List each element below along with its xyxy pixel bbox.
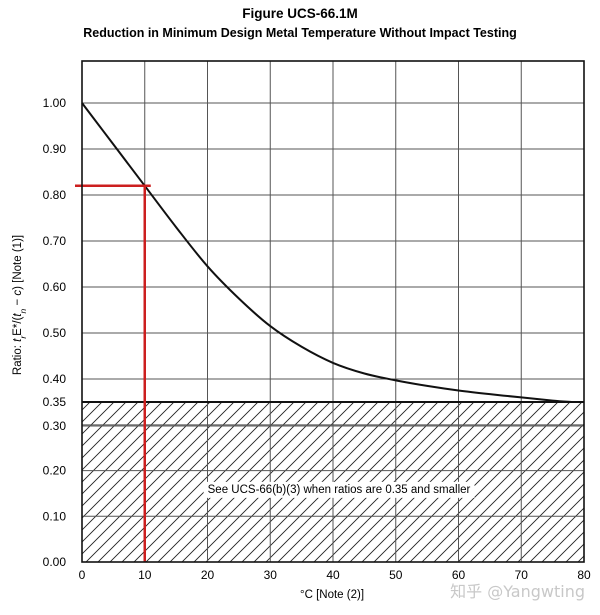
x-tick-label-50: 50 [389,568,403,582]
gridlines [82,61,584,562]
y-tick-label-0.20: 0.20 [43,464,67,478]
chart-subtitle: Reduction in Minimum Design Metal Temper… [83,26,516,40]
x-axis-ticks: 0 10 20 30 40 50 60 70 80 [79,568,591,582]
y-tick-label-0.90: 0.90 [43,142,67,156]
x-tick-label-70: 70 [515,568,529,582]
y-label-part-minus: − [12,296,24,309]
x-tick-label-60: 60 [452,568,466,582]
x-tick-label-20: 20 [201,568,215,582]
y-label-part-e: E*/( [12,316,24,335]
y-tick-label-1.00: 1.00 [43,96,67,110]
y-tick-label-0.40: 0.40 [43,372,67,386]
y-label-part-sub-r: r [18,335,28,339]
y-tick-label-0.70: 0.70 [43,234,67,248]
y-label-part-note: ) [Note (1)] [12,235,24,290]
annotation-note: See UCS-66(b)(3) when ratios are 0.35 an… [208,484,471,496]
y-tick-label-0.35: 0.35 [43,395,67,409]
y-label-part-sub-n: n [18,308,28,313]
y-label-part-t: t [12,338,24,342]
watermark: 知乎 @Yangwting [450,582,585,601]
y-label-part-c: c [12,290,24,296]
x-tick-label-0: 0 [79,568,86,582]
y-label-part-t2: t [12,313,24,317]
annotation-background [203,481,475,498]
y-axis-label: Ratio: trE*/(tn − c) [Note (1)] [12,235,28,375]
plot-area: See UCS-66(b)(3) when ratios are 0.35 an… [75,60,585,563]
y-axis-ticks: 0.35 0.40 0.50 0.60 0.70 0.80 0.90 1.00 0.00 0.10… [43,96,67,569]
x-tick-label-80: 80 [577,568,591,582]
y-tick-label-0.30: 0.30 [43,419,67,433]
x-axis-label: °C [Note (2)] [300,589,364,601]
y-tick-label-0.50: 0.50 [43,326,67,340]
chart-title: Figure UCS-66.1M [242,6,358,21]
x-tick-label-40: 40 [326,568,340,582]
plot-frame [81,60,585,563]
series-line-reduction-curve [81,102,572,403]
y-tick-label-0.60: 0.60 [43,280,67,294]
y-tick-label-0.00: 0.00 [43,555,67,569]
x-tick-label-10: 10 [138,568,152,582]
x-tick-label-30: 30 [264,568,278,582]
y-tick-label-0.10: 0.10 [43,509,67,523]
y-label-part-ratio: Ratio: [12,342,24,375]
y-tick-label-0.80: 0.80 [43,188,67,202]
